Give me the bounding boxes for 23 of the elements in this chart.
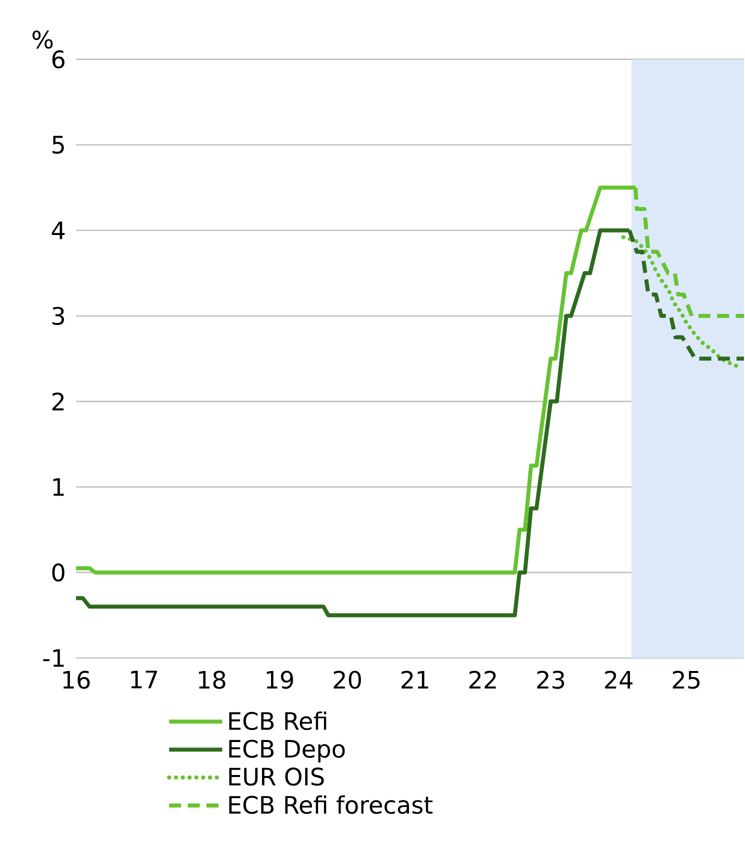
legend-label: ECB Depo — [229, 740, 345, 763]
y-tick-label: 4 — [52, 222, 65, 240]
x-tick-label: 22 — [470, 670, 496, 689]
x-tick-label: 24 — [605, 670, 633, 689]
y-tick-label: 5 — [52, 136, 64, 154]
legend-label: EUR OIS — [229, 768, 324, 786]
x-tick-label: 21 — [402, 670, 428, 689]
x-tick-label: 16 — [64, 670, 90, 689]
y-tick-label: 6 — [52, 50, 65, 68]
y-tick-label: 1 — [53, 478, 64, 496]
legend-label: ECB Refi — [229, 711, 326, 730]
x-tick-label: 17 — [131, 670, 158, 688]
y-tick-label: 2 — [52, 392, 64, 410]
y-tick-label: 0 — [52, 563, 65, 582]
x-tick-label: 19 — [266, 670, 294, 689]
y-tick-label: 3 — [52, 306, 64, 325]
y-axis-title: % — [32, 30, 53, 49]
x-tick-label: 23 — [537, 670, 564, 689]
x-tick-label: 20 — [334, 670, 362, 689]
x-tick-label: 25 — [673, 670, 700, 689]
y-tick-label: -1 — [43, 649, 64, 667]
x-tick-label: 18 — [199, 670, 226, 689]
legend-label: ECB Refi forecast — [229, 795, 433, 814]
